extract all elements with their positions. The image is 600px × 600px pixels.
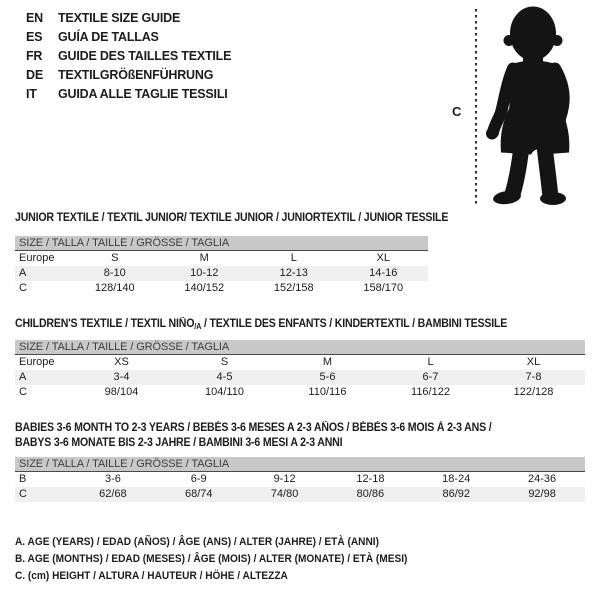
table-cell: 116/122 — [411, 386, 450, 398]
table-row-a: A 8-10 10-12 12-13 14-16 — [15, 266, 428, 281]
table-cell: 8-10 — [103, 267, 126, 279]
table-cell: 9-12 — [273, 473, 296, 485]
table-row-a: A 3-4 4-5 5-6 6-7 7-8 — [15, 370, 585, 385]
baby-silhouette-icon — [483, 2, 598, 207]
table-row-c: C 98/104 104/110 110/116 116/122 122/128 — [15, 385, 585, 400]
language-code: DE — [26, 68, 43, 82]
size-header-bar: SIZE / TALLA / TAILLE / GRÖSSE / TAGLIA — [15, 340, 585, 355]
table-cell: XS — [114, 356, 129, 368]
table-cell: 158/170 — [363, 282, 404, 294]
table-cell: 4-5 — [216, 371, 233, 383]
row-label: Europe — [19, 356, 55, 368]
language-code: IT — [26, 87, 37, 101]
footnote-line-a: A. AGE (YEARS) / EDAD (AÑOS) / ÂGE (ANS)… — [15, 536, 379, 548]
table-cell: 5-6 — [319, 371, 336, 383]
table-cell: 110/116 — [308, 386, 347, 398]
junior-textile-title: JUNIOR TEXTILE / TEXTIL JUNIOR/ TEXTILE … — [15, 212, 449, 224]
table-cell: 10-12 — [190, 267, 219, 279]
row-label: C — [19, 282, 27, 294]
table-cell: XL — [526, 356, 541, 368]
table-cell: L — [290, 252, 297, 264]
table-row-c: C 62/68 68/74 74/80 80/86 86/92 92/98 — [15, 487, 585, 502]
table-cell: S — [220, 356, 229, 368]
table-cell: 3-4 — [113, 371, 130, 383]
table-cell: 92/98 — [528, 488, 556, 500]
height-measure-label: C — [452, 104, 462, 119]
table-cell: 98/104 — [104, 386, 139, 398]
table-row-b: B 3-6 6-9 9-12 12-18 18-24 24-36 — [15, 472, 585, 487]
childrens-textile-table: SIZE / TALLA / TAILLE / GRÖSSE / TAGLIA E… — [15, 340, 585, 400]
row-label: C — [19, 488, 27, 500]
language-label: TEXTILE SIZE GUIDE — [58, 11, 181, 25]
table-cell: 14-16 — [369, 267, 398, 279]
babies-textile-title: BABIES 3-6 MONTH TO 2-3 YEARS / BEBÉS 3-… — [15, 422, 492, 449]
table-cell: M — [322, 356, 333, 368]
table-cell: 12-13 — [279, 267, 308, 279]
row-label: A — [19, 371, 27, 383]
size-header-bar: SIZE / TALLA / TAILLE / GRÖSSE / TAGLIA — [15, 236, 428, 251]
height-dotted-line — [475, 9, 477, 207]
language-row-fr: FR GUIDE DES TAILLES TEXTILE — [26, 47, 231, 66]
language-row-es: ES GUÍA DE TALLAS — [26, 28, 231, 47]
table-cell: 68/74 — [184, 488, 213, 500]
table-cell: 74/80 — [270, 488, 299, 500]
language-code: FR — [26, 49, 43, 63]
table-cell: 3-6 — [104, 473, 121, 485]
table-cell: 152/158 — [273, 282, 314, 294]
table-cell: XL — [376, 252, 390, 264]
table-cell: L — [427, 356, 434, 368]
language-list: EN TEXTILE SIZE GUIDE ES GUÍA DE TALLAS FR GU… — [26, 9, 231, 104]
legend-footnotes: A. AGE (YEARS) / EDAD (AÑOS) / ÂGE (ANS)… — [15, 534, 442, 585]
childrens-textile-title: CHILDREN'S TEXTILE / TEXTIL NIÑO/A / TEX… — [15, 318, 508, 331]
language-code: EN — [26, 11, 43, 25]
table-row-c: C 128/140 140/152 152/158 158/170 — [15, 281, 428, 296]
table-row-europe: Europe S M L XL — [15, 251, 428, 266]
language-label: TEXTILGRÖßENFÜHRUNG — [58, 68, 214, 82]
table-cell: 24-36 — [528, 473, 557, 485]
table-cell: 12-18 — [356, 473, 385, 485]
language-row-it: IT GUIDA ALLE TAGLIE TESSILI — [26, 85, 231, 104]
row-label: C — [19, 386, 27, 398]
junior-textile-table: SIZE / TALLA / TAILLE / GRÖSSE / TAGLIA E… — [15, 236, 428, 296]
table-cell: 140/152 — [184, 282, 225, 294]
footnote-line-c: C. (cm) HEIGHT / ALTURA / HAUTEUR / HÖHE… — [15, 570, 288, 582]
table-cell: M — [199, 252, 209, 264]
language-label: GUÍA DE TALLAS — [58, 30, 159, 44]
table-cell: 80/86 — [356, 488, 385, 500]
table-cell: 86/92 — [442, 488, 470, 500]
table-cell: 128/140 — [94, 282, 135, 294]
babies-textile-table: SIZE / TALLA / TAILLE / GRÖSSE / TAGLIA B… — [15, 457, 585, 502]
language-code: ES — [26, 30, 43, 44]
table-cell: 62/68 — [99, 488, 127, 500]
table-cell: 7-8 — [525, 371, 542, 383]
row-label: A — [19, 267, 27, 279]
language-label: GUIDE DES TAILLES TEXTILE — [58, 49, 232, 63]
language-row-en: EN TEXTILE SIZE GUIDE — [26, 9, 231, 28]
size-header-bar: SIZE / TALLA / TAILLE / GRÖSSE / TAGLIA — [15, 457, 585, 472]
table-cell: S — [111, 252, 119, 264]
table-cell: 104/110 — [205, 386, 244, 398]
table-cell: 6-9 — [190, 473, 207, 485]
row-label: B — [19, 473, 27, 485]
row-label: Europe — [19, 252, 55, 264]
language-label: GUIDA ALLE TAGLIE TESSILI — [58, 87, 228, 101]
table-cell: 18-24 — [442, 473, 471, 485]
table-cell: 6-7 — [422, 371, 439, 383]
footnote-line-b: B. AGE (MONTHS) / EDAD (MESES) / ÂGE (MO… — [15, 553, 408, 565]
language-row-de: DE TEXTILGRÖßENFÜHRUNG — [26, 66, 231, 85]
table-cell: 122/128 — [513, 386, 554, 398]
table-row-europe: Europe XS S M L XL — [15, 355, 585, 370]
